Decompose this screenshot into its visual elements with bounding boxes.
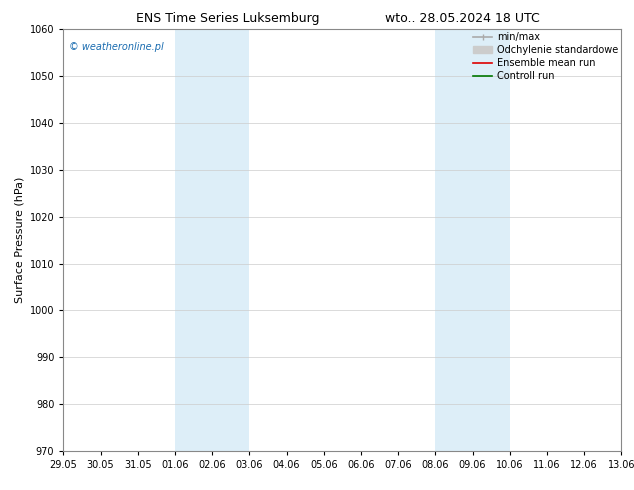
Text: ENS Time Series Luksemburg: ENS Time Series Luksemburg xyxy=(136,12,320,25)
Legend: min/max, Odchylenie standardowe, Ensemble mean run, Controll run: min/max, Odchylenie standardowe, Ensembl… xyxy=(473,32,618,81)
Bar xyxy=(175,29,249,451)
Text: © weatheronline.pl: © weatheronline.pl xyxy=(69,42,164,52)
Bar xyxy=(436,29,510,451)
Text: wto.. 28.05.2024 18 UTC: wto.. 28.05.2024 18 UTC xyxy=(385,12,540,25)
Y-axis label: Surface Pressure (hPa): Surface Pressure (hPa) xyxy=(14,177,24,303)
